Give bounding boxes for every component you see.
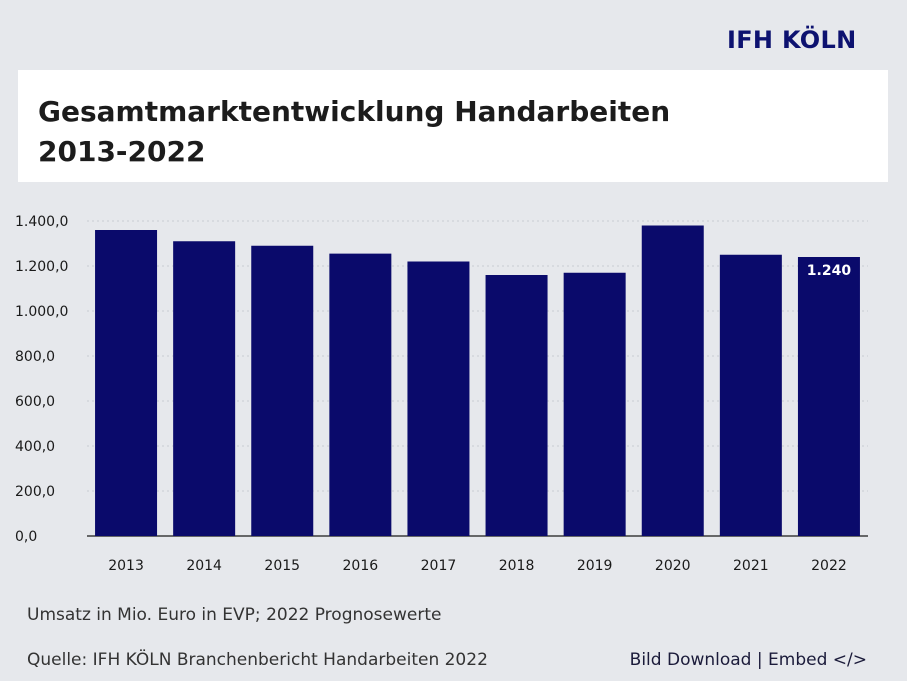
embed-link[interactable]: Embed </> [768,650,867,670]
y-tick-label: 1.400,0 [15,214,68,230]
bar-2017 [407,261,470,536]
y-axis-ticks: 0,0 200,0 400,0 600,0 800,0 1.000,0 1.200,0 1.4… [15,214,68,545]
x-tick-label: 2015 [264,558,300,574]
chart-title-line-2: 2013-2022 [38,135,206,168]
bar-2015 [251,245,314,536]
x-tick-label: 2021 [733,558,769,574]
brand-logo: IFH KÖLN [727,26,857,54]
image-download-link[interactable]: Bild Download [629,650,752,670]
source-text: Quelle: IFH KÖLN Branchenbericht Handarb… [27,650,488,670]
x-tick-label: 2022 [811,558,847,574]
x-tick-label: 2019 [577,558,613,574]
chart-title: Gesamtmarktentwicklung Handarbeiten 2013… [38,92,838,172]
y-tick-label: 600,0 [15,394,55,410]
chart-note: Umsatz in Mio. Euro in EVP; 2022 Prognos… [27,605,442,625]
x-tick-label: 2014 [186,558,222,574]
x-tick-label: 2016 [343,558,379,574]
bar-2013 [95,230,158,536]
bar-2016 [329,253,392,536]
link-separator: | [756,650,763,670]
title-panel: Gesamtmarktentwicklung Handarbeiten 2013… [18,70,888,182]
x-tick-label: 2018 [499,558,535,574]
bar-2019 [563,272,626,536]
y-tick-label: 400,0 [15,439,55,455]
x-axis-ticks: 2013 2014 2015 2016 2017 2018 2019 2020 2021 2022 [108,558,847,574]
footer-links: Bild Download | Embed </> [630,650,867,670]
bar-2020 [641,225,704,536]
chart-title-line-1: Gesamtmarktentwicklung Handarbeiten [38,95,671,128]
y-tick-label: 0,0 [15,529,37,545]
y-tick-label: 800,0 [15,349,55,365]
x-tick-label: 2017 [421,558,457,574]
bar-chart: 0,0 200,0 400,0 600,0 800,0 1.000,0 1.200,0 1.4… [15,214,868,574]
data-labels: 1.240 [807,263,852,279]
y-tick-label: 200,0 [15,484,55,500]
data-label: 1.240 [807,263,852,279]
bar-2018 [485,275,548,536]
bar-2022 [797,257,860,536]
y-tick-label: 1.200,0 [15,259,68,275]
x-tick-label: 2013 [108,558,144,574]
bar-2014 [173,241,236,536]
bar-2021 [719,254,782,536]
y-tick-label: 1.000,0 [15,304,68,320]
bars [95,225,860,536]
x-tick-label: 2020 [655,558,691,574]
